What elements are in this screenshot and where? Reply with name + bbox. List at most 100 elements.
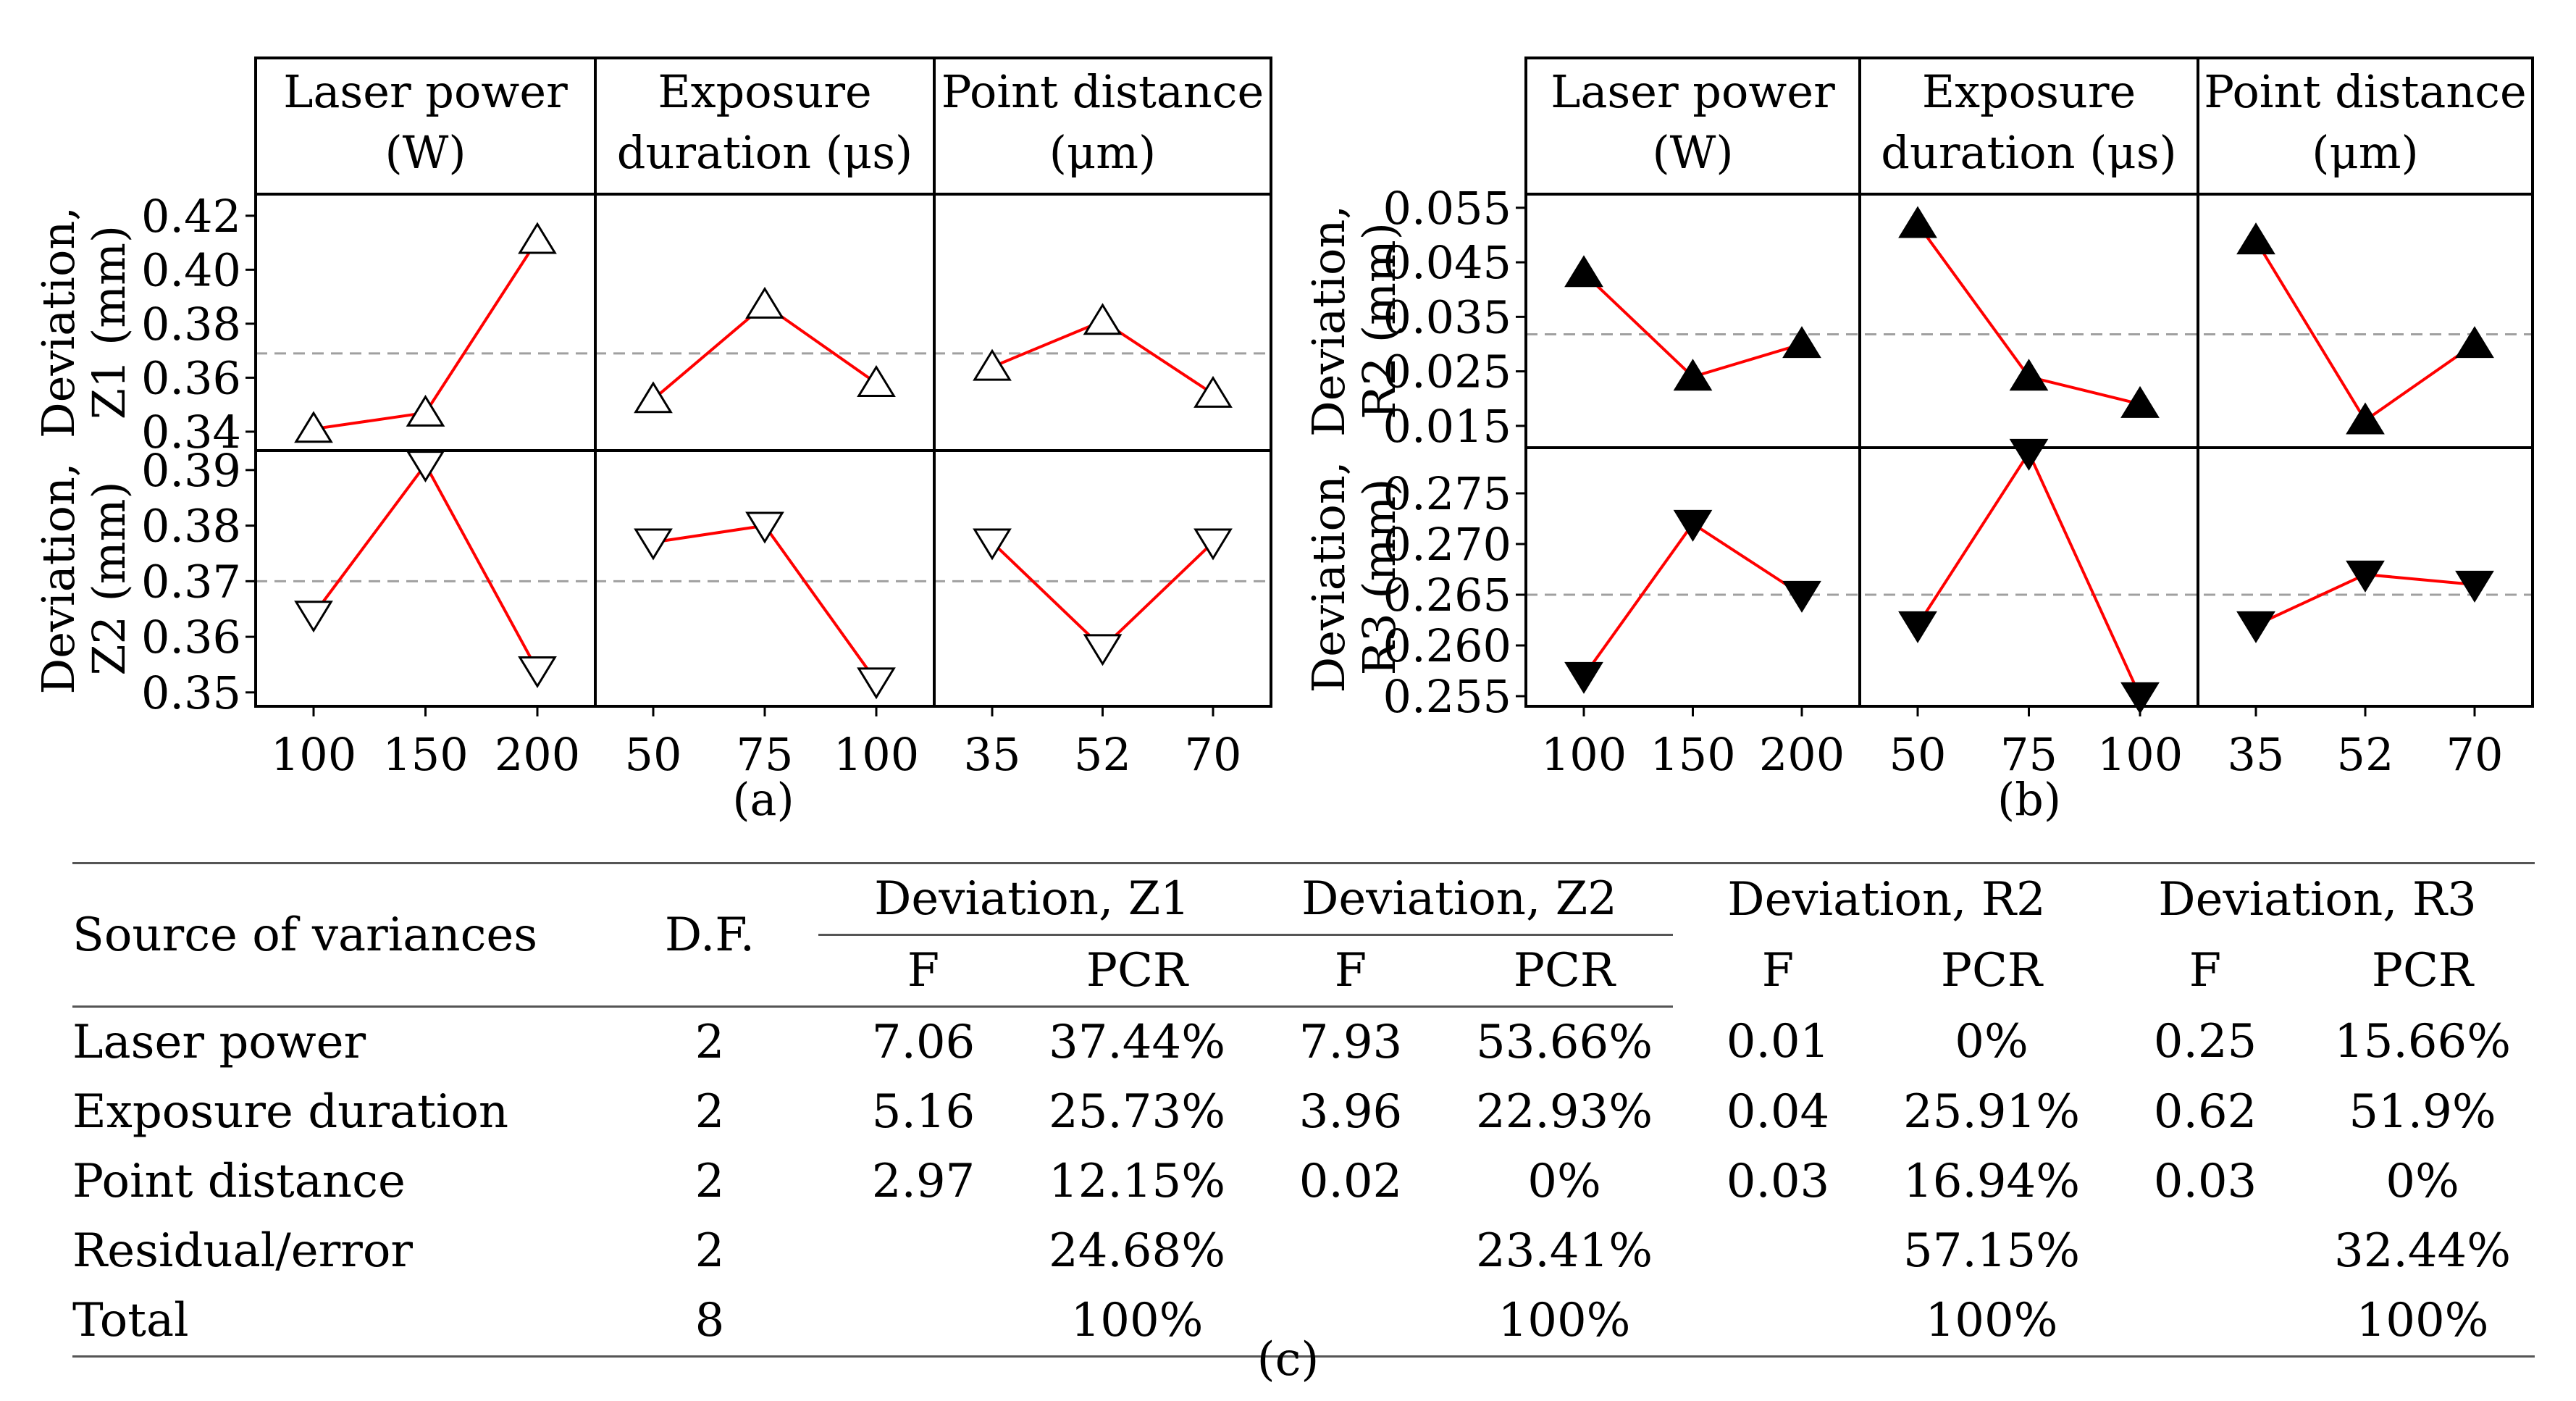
y-axis-label-line2: R2 (mm) [1353,222,1406,419]
table-header-row: Source of variances D.F. Deviation, Z1 D… [72,862,2535,1008]
data-point [1083,303,1123,335]
table-cell: 0.25 [2153,1015,2257,1069]
table-cell [1246,1216,1456,1286]
y-tick-label: 0.39 [141,444,241,497]
series-line [312,461,539,672]
table-cell [2100,1286,2310,1358]
x-tick-label: 70 [2446,728,2504,781]
y-tick-label: 0.42 [141,190,241,243]
data-point [294,601,333,633]
x-tick-label: 100 [2097,728,2183,781]
panel-a: Laser power (W) Exposure duration (μs) Point… [32,57,1272,826]
data-point [1673,359,1713,391]
table-cell-source: Laser power [72,1016,366,1069]
header-group-r3: Deviation, R3 [2100,862,2535,935]
table-cell: 25.73% [1048,1085,1226,1139]
data-point [634,528,673,561]
factor-header-name: Exposure [658,65,871,118]
table-row: Point distance 2 2.97 12.15% 0.02 0% 0.03 16.94… [72,1147,2535,1216]
x-tick-label: 100 [271,728,356,781]
data-point [2009,359,2049,391]
y-tick-label: 0.35 [141,666,241,719]
factor-header-unit: duration (μs) [617,126,912,179]
x-tick-label: 50 [625,728,682,781]
y-tick-label: 0.36 [141,351,241,404]
factor-header-unit: (μm) [2312,126,2418,179]
data-point [2455,570,2494,603]
table-cell: 0.03 [1726,1155,1830,1208]
y-tick-label: 0.055 [1383,182,1512,235]
factor-header-unit: (W) [1652,126,1733,179]
y-tick-label: 0.265 [1383,569,1512,622]
table-row: Residual/error 2 24.68% 23.41% 57.15% 32.44% [72,1216,2535,1286]
table-row: Laser power 2 7.06 37.44% 7.93 53.66% 0.01 0% 0.… [72,1007,2535,1078]
table-cell: 12.15% [1048,1155,1226,1208]
table-cell: 2.97 [871,1155,976,1208]
subheader-pcr: PCR [1028,934,1246,1008]
series-line [1916,449,2141,697]
table-row: Exposure duration 2 5.16 25.73% 3.96 22.93% 0.… [72,1077,2535,1147]
data-point [973,528,1012,561]
y-tick-label: 0.36 [141,611,241,664]
x-tick-label: 70 [1185,728,1242,781]
table-cell: 0.62 [2153,1085,2257,1139]
table-cell [1246,1286,1456,1358]
x-tick-label: 50 [1889,728,1947,781]
table-cell: 53.66% [1475,1016,1653,1069]
table-cell: 51.9% [2349,1085,2496,1139]
table-cell [2100,1216,2310,1286]
data-point [1673,509,1713,542]
y-axis-label-line1: Deviation, [32,463,85,695]
x-tick-label: 100 [834,728,919,781]
x-tick-label: 200 [1759,728,1845,781]
panel-b: Laser power (W) Exposure duration (μs) Point… [1302,57,2534,826]
table-cell-df: 8 [601,1286,818,1358]
main-effects-figure: Laser power (W) Exposure duration (μs) Point… [32,57,2534,826]
data-point [406,394,445,427]
data-point [518,222,557,254]
y-tick-label: 0.045 [1383,236,1512,289]
subheader-f: F [1246,934,1456,1008]
table-cell: 7.06 [871,1016,976,1069]
data-point [1564,661,1603,694]
y-tick-label: 0.270 [1383,518,1512,571]
y-axis-label-line1: Deviation, [1302,461,1355,693]
factor-header-name: Exposure [1922,65,2136,118]
factor-header-name: Laser power [283,65,568,118]
table-cell: 5.16 [871,1085,976,1139]
data-point [1782,580,1821,613]
table-cell-source: Exposure duration [72,1085,509,1139]
subheader-f: F [818,934,1028,1008]
factor-header-name: Point distance [2204,65,2526,118]
x-tick-label: 150 [1650,728,1735,781]
series-line [1582,522,1803,677]
y-tick-label: 0.37 [141,555,241,608]
header-source: Source of variances [72,862,601,1008]
table-cell: 0% [1955,1015,2029,1069]
table-cell: 0.01 [1726,1015,1830,1069]
data-point [1083,634,1123,666]
factor-header-unit: (μm) [1049,126,1156,179]
y-axis-label-line2: R3 (mm) [1353,479,1406,676]
table-cell: 32.44% [2333,1224,2512,1278]
x-tick-label: 100 [1541,728,1627,781]
table-cell-df: 2 [695,1085,725,1139]
y-tick-label: 0.40 [141,243,241,296]
data-point [518,656,557,688]
table-cell: 0.03 [2153,1155,2257,1208]
data-point [1898,206,1937,238]
y-tick-label: 0.015 [1383,400,1512,453]
series-line [652,303,878,401]
data-point [2009,438,2049,471]
y-axis-label-line1: Deviation, [32,206,85,438]
series-line [2254,239,2476,423]
table-cell: 37.44% [1048,1016,1226,1069]
data-point [294,411,333,443]
data-point [2236,611,2275,643]
y-tick-label: 0.035 [1383,290,1512,343]
subheader-pcr: PCR [1940,944,2043,998]
y-tick-label: 0.260 [1383,619,1512,672]
data-point [2346,560,2385,593]
data-point [1898,611,1937,643]
panel-frame [254,57,1272,708]
